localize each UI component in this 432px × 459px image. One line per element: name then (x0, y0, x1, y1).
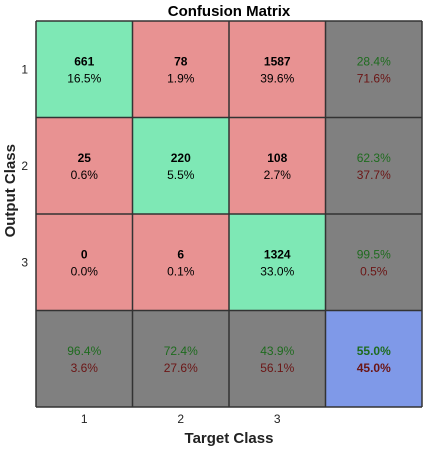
cell-percent-r3-c3: 33.0% (260, 264, 294, 278)
cell-percent-r1-c3: 39.6% (260, 71, 294, 85)
column-summary-incorrect-1: 3.6% (71, 361, 99, 375)
column-summary-cell-2 (132, 310, 229, 407)
overall-accuracy-cell (325, 310, 422, 407)
y-axis-label: Output Class (2, 144, 19, 237)
cell-percent-r1-c1: 16.5% (67, 71, 101, 85)
cell-percent-r3-c1: 0.0% (71, 264, 99, 278)
x-axis-label: Target Class (185, 430, 274, 447)
cell-percent-r2-c3: 2.7% (264, 168, 292, 182)
row-summary-incorrect-2: 37.7% (357, 168, 391, 182)
cell-percent-r3-c2: 0.1% (167, 264, 195, 278)
matrix-cell-r2-c2 (132, 117, 229, 214)
y-tick-label-1: 1 (21, 62, 28, 76)
column-summary-incorrect-2: 27.6% (164, 361, 198, 375)
x-tick-label-3: 3 (274, 412, 281, 426)
row-summary-cell-1 (325, 21, 422, 118)
row-summary-incorrect-3: 0.5% (360, 264, 388, 278)
chart-title: Confusion Matrix (168, 3, 291, 20)
column-summary-correct-2: 72.4% (164, 344, 198, 358)
matrix-cell-r2-c1 (36, 117, 133, 214)
cell-count-r3-c2: 6 (177, 247, 184, 261)
cell-percent-r1-c2: 1.9% (167, 71, 195, 85)
row-summary-correct-2: 62.3% (357, 151, 391, 165)
y-tick-label-2: 2 (21, 159, 28, 173)
row-summary-incorrect-1: 71.6% (357, 71, 391, 85)
cell-count-r2-c2: 220 (171, 151, 191, 165)
cell-count-r3-c3: 1324 (264, 247, 291, 261)
matrix-cell-r1-c2 (132, 21, 229, 118)
row-summary-cell-3 (325, 214, 422, 311)
column-summary-cell-3 (229, 310, 326, 407)
cell-percent-r2-c1: 0.6% (71, 168, 99, 182)
column-summary-correct-1: 96.4% (67, 344, 101, 358)
matrix-cell-r2-c3 (229, 117, 326, 214)
column-summary-cell-1 (36, 310, 133, 407)
row-summary-correct-3: 99.5% (357, 247, 391, 261)
x-tick-label-1: 1 (81, 412, 88, 426)
matrix-cell-r3-c3 (229, 214, 326, 311)
cell-count-r3-c1: 0 (81, 247, 88, 261)
column-summary-incorrect-3: 56.1% (260, 361, 294, 375)
matrix-cell-r1-c1 (36, 21, 133, 118)
cell-count-r1-c1: 661 (74, 54, 94, 68)
y-tick-label-3: 3 (21, 255, 28, 269)
matrix-cell-r3-c1 (36, 214, 133, 311)
overall-incorrect: 45.0% (357, 361, 391, 375)
cell-count-r2-c1: 25 (78, 151, 92, 165)
row-summary-cell-2 (325, 117, 422, 214)
matrix-cell-r1-c3 (229, 21, 326, 118)
x-tick-label-2: 2 (177, 412, 184, 426)
matrix-cell-r3-c2 (132, 214, 229, 311)
cell-percent-r2-c2: 5.5% (167, 168, 195, 182)
column-summary-correct-3: 43.9% (260, 344, 294, 358)
row-summary-correct-1: 28.4% (357, 54, 391, 68)
overall-correct: 55.0% (357, 344, 391, 358)
cell-count-r2-c3: 108 (267, 151, 287, 165)
cell-count-r1-c2: 78 (174, 54, 188, 68)
cell-count-r1-c3: 1587 (264, 54, 291, 68)
